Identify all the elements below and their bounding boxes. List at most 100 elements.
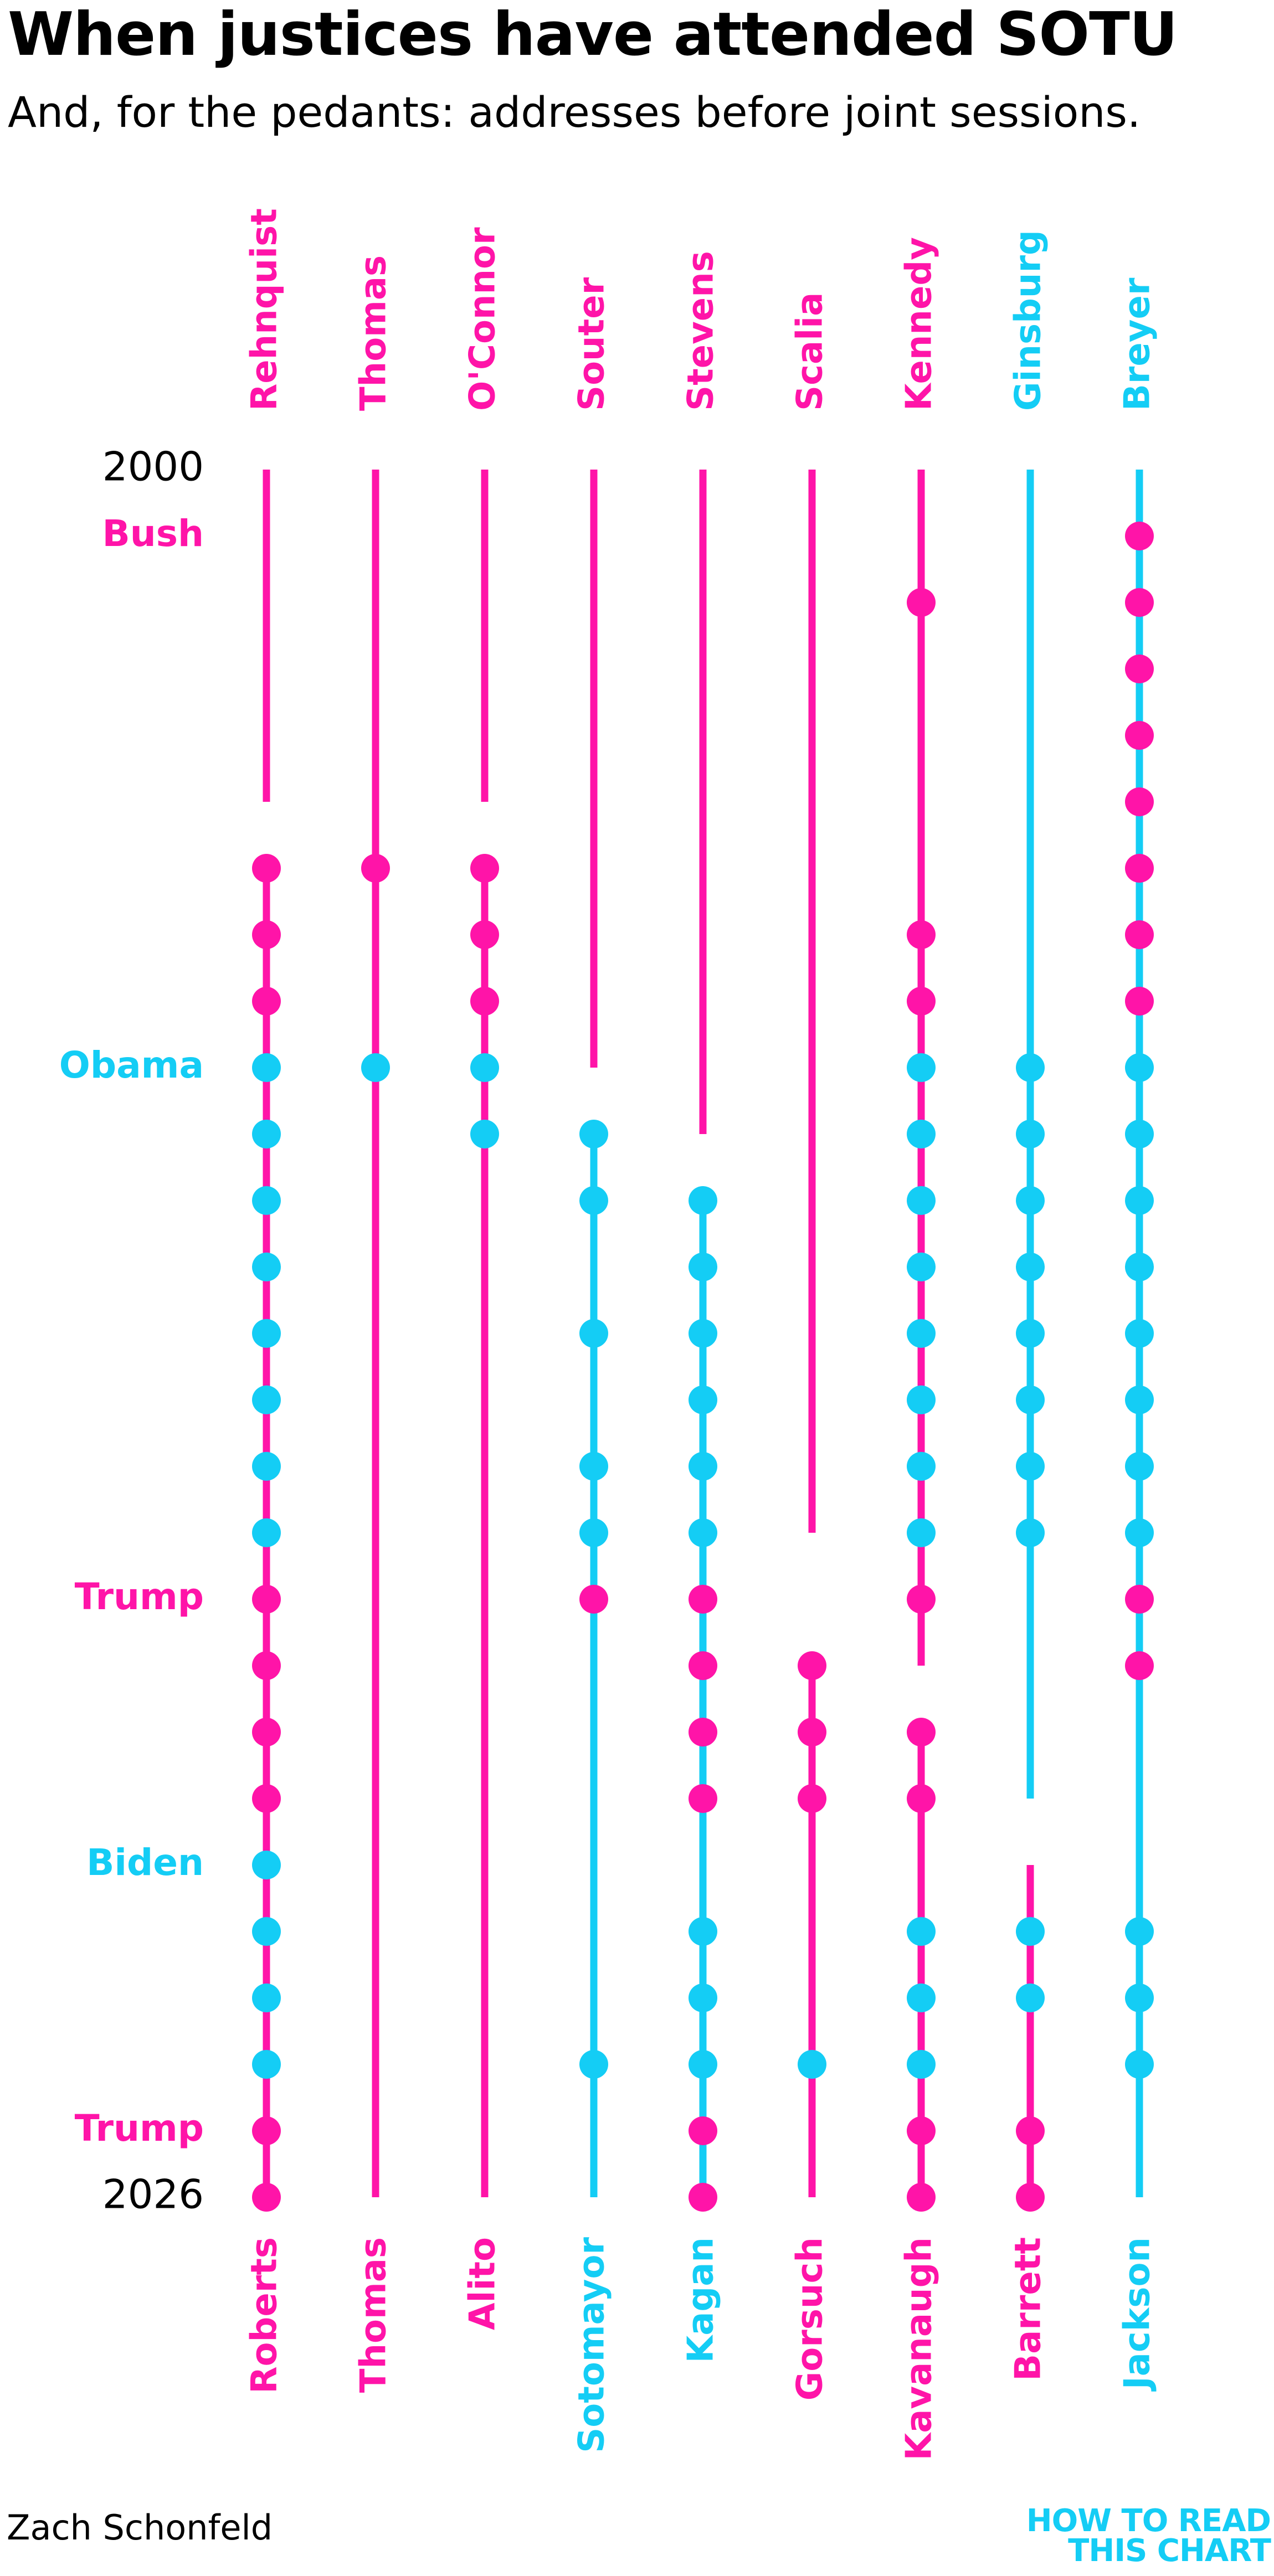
seat-thomas: Thomas Thomas [353,255,394,2393]
attendance-dot-barrett-2012 [1016,1253,1045,1281]
attendance-dot-kagan-2025 [689,2116,717,2145]
attendance-dot-roberts-2024 [252,2050,281,2079]
attendance-dot-kagan-2023 [689,1983,717,2012]
attendance-dot-kavanaugh-2017 [907,1585,936,1614]
attendance-dot-sotomayor-2010 [579,1120,608,1148]
attendance-dot-thomas-2009 [361,1053,390,1082]
justice-label-bottom: Thomas [353,2237,394,2393]
attendance-dot-jackson-2010 [1125,1120,1154,1148]
attendance-dot-roberts-2015 [252,1452,281,1481]
attendance-dot-roberts-2012 [252,1253,281,1281]
year-label-2000: 2000 [102,444,204,490]
attendance-dot-kagan-2022 [689,1917,717,1946]
attendance-dot-sotomayor-2011 [579,1186,608,1215]
attendance-dot-gorsuch-2024 [798,2050,826,2079]
attendance-dot-roberts-2007 [252,920,281,949]
justice-label-bottom: Barrett [1008,2237,1049,2381]
attendance-dot-roberts-2025 [252,2116,281,2145]
attendance-dot-kavanaugh-2022 [907,1917,936,1946]
attendance-dot-sotomayor-2015 [579,1452,608,1481]
attendance-dot-jackson-2002 [1125,588,1154,617]
attendance-dot-jackson-2013 [1125,1319,1154,1348]
attendance-dot-kavanaugh-2014 [907,1385,936,1414]
attendance-dot-jackson-2007 [1125,920,1154,949]
justice-label-top: Ginsburg [1008,230,1049,411]
seat-barrett: Ginsburg Barrett [1008,230,1049,2381]
attendance-dot-kavanaugh-2007 [907,920,936,949]
attendance-dot-roberts-2022 [252,1917,281,1946]
attendance-dot-kagan-2011 [689,1186,717,1215]
attendance-dot-jackson-2014 [1125,1385,1154,1414]
justice-label-top: O'Connor [463,227,504,411]
attendance-dot-roberts-2026 [252,2183,281,2212]
attendance-dot-kavanaugh-2013 [907,1319,936,1348]
justice-label-top: Breyer [1117,277,1158,411]
attendance-dot-jackson-2009 [1125,1053,1154,1082]
attendance-dot-kavanaugh-2025 [907,2116,936,2145]
attendance-dot-kavanaugh-2016 [907,1518,936,1547]
justice-label-bottom: Sotomayor [572,2237,613,2453]
attendance-dot-kavanaugh-2011 [907,1186,936,1215]
attendance-dot-sotomayor-2016 [579,1518,608,1547]
year-labels: 2000 Bush Obama Trump Biden Trump 2026 [59,444,204,2218]
attendance-dot-kavanaugh-2010 [907,1120,936,1148]
attendance-dot-sotomayor-2013 [579,1319,608,1348]
attendance-dot-kagan-2024 [689,2050,717,2079]
year-label-2026: 2026 [102,2171,204,2218]
attendance-dot-sotomayor-2017 [579,1585,608,1614]
attendance-dot-roberts-2019 [252,1718,281,1746]
justice-label-top: Thomas [353,255,394,411]
attendance-dot-jackson-2004 [1125,721,1154,750]
attendance-dot-kavanaugh-2023 [907,1983,936,2012]
logo-line-2: THIS CHART [1068,2533,1271,2569]
attendance-dot-kagan-2013 [689,1319,717,1348]
justice-seats: Rehnquist Roberts Thomas Thomas O'Connor Alit… [244,208,1158,2460]
attendance-dot-roberts-2016 [252,1518,281,1547]
attendance-dot-jackson-2017 [1125,1585,1154,1614]
attendance-dot-barrett-2011 [1016,1186,1045,1215]
attendance-dot-barrett-2013 [1016,1319,1045,1348]
attendance-dot-barrett-2015 [1016,1452,1045,1481]
attendance-dot-kavanaugh-2008 [907,987,936,1016]
attendance-dot-kavanaugh-2009 [907,1053,936,1082]
chart-subtitle: And, for the pedants: addresses before j… [8,87,1141,137]
attendance-dot-kavanaugh-2020 [907,1784,936,1813]
seat-roberts: Rehnquist Roberts [244,208,285,2394]
year-label-biden: Biden [86,1841,204,1884]
justice-label-top: Souter [572,277,613,411]
attendance-dot-jackson-2022 [1125,1917,1154,1946]
attendance-dot-jackson-2024 [1125,2050,1154,2079]
author-credit: Zach Schonfeld [7,2507,273,2548]
attendance-dot-kagan-2026 [689,2183,717,2212]
justice-label-top: Rehnquist [244,208,285,411]
attendance-dot-kavanaugh-2002 [907,588,936,617]
seat-alito: O'Connor Alito [463,227,504,2330]
attendance-dot-jackson-2005 [1125,787,1154,816]
justice-label-bottom: Roberts [244,2237,285,2394]
logo-line-1: HOW TO READ [1026,2503,1271,2539]
attendance-dot-thomas-2006 [361,854,390,883]
attendance-dot-barrett-2010 [1016,1120,1045,1148]
attendance-dot-gorsuch-2018 [798,1651,826,1680]
attendance-dot-jackson-2023 [1125,1983,1154,2012]
logo: HOW TO READ THIS CHART [1026,2503,1271,2569]
seat-gorsuch: Scalia Gorsuch [790,292,831,2401]
attendance-dot-roberts-2009 [252,1053,281,1082]
justice-label-bottom: Kavanaugh [899,2237,940,2460]
justice-label-top: Scalia [790,292,831,411]
justice-label-bottom: Gorsuch [790,2237,831,2400]
attendance-dot-barrett-2025 [1016,2116,1045,2145]
attendance-dot-kagan-2017 [689,1585,717,1614]
attendance-dot-alito-2007 [470,920,499,949]
year-label-trump: Trump [75,1575,204,1618]
year-label-obama: Obama [59,1044,204,1086]
attendance-dot-kavanaugh-2026 [907,2183,936,2212]
attendance-dot-kagan-2016 [689,1518,717,1547]
seat-jackson: Breyer Jackson [1117,277,1158,2392]
attendance-dot-alito-2006 [470,854,499,883]
attendance-dot-alito-2008 [470,987,499,1016]
attendance-dot-roberts-2023 [252,1983,281,2012]
attendance-dot-kavanaugh-2019 [907,1718,936,1746]
attendance-dot-roberts-2020 [252,1784,281,1813]
attendance-dot-kavanaugh-2012 [907,1253,936,1281]
